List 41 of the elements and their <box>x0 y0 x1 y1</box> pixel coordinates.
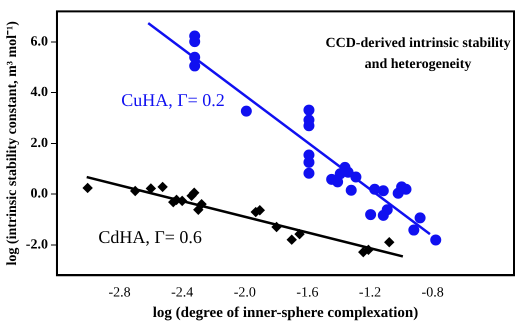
point <box>414 212 426 224</box>
y-tick-label: 6.0 <box>30 34 48 50</box>
point <box>189 60 200 72</box>
point <box>430 234 442 246</box>
x-tick-label: -0.8 <box>422 285 444 300</box>
x-tick-label: -2.4 <box>171 285 194 300</box>
series-label: CdHA, Γ= 0.6 <box>98 227 202 247</box>
point <box>384 237 394 248</box>
point <box>378 185 389 196</box>
x-axis-title: log (degree of inner-sphere complexation) <box>152 304 418 321</box>
point <box>346 184 357 196</box>
point <box>272 222 282 232</box>
point <box>240 106 252 117</box>
y-tick-label: 0.0 <box>30 186 48 202</box>
point <box>158 182 168 192</box>
point <box>382 204 393 216</box>
point <box>189 188 200 198</box>
point <box>146 183 156 194</box>
x-tick-label: -1.6 <box>296 285 318 300</box>
x-tick-label: -2.0 <box>234 285 256 300</box>
text: CCD-derived intrinsic stability and heterogeneity <box>325 36 511 72</box>
point <box>130 186 140 196</box>
point <box>177 196 188 206</box>
x-tick-label: -1.2 <box>358 285 382 300</box>
point <box>303 104 314 116</box>
point <box>363 244 374 255</box>
point <box>408 224 420 236</box>
point <box>350 172 362 183</box>
point <box>369 184 380 195</box>
point <box>365 209 376 220</box>
y-axis-title: log (intrinsic stability constant, m³ mol⁻¹) <box>5 20 20 266</box>
y-tick-label: -2.0 <box>26 237 48 252</box>
y-tick-label: 2.0 <box>30 136 48 151</box>
point <box>286 234 297 245</box>
y-tick-label: 4.0 <box>30 85 48 100</box>
point <box>303 168 314 179</box>
x-tick-label: -2.8 <box>108 285 131 300</box>
point <box>193 204 204 215</box>
series-label: CuHA, Γ= 0.2 <box>121 90 225 110</box>
point <box>294 229 305 240</box>
point <box>82 182 93 193</box>
